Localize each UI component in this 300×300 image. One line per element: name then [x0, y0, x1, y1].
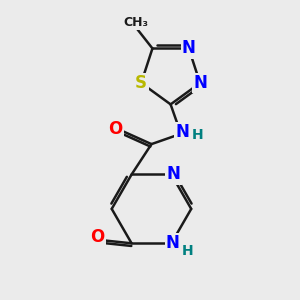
Text: N: N — [166, 234, 180, 252]
Text: H: H — [191, 128, 203, 142]
Text: N: N — [182, 39, 196, 57]
Text: N: N — [193, 74, 207, 92]
Text: S: S — [135, 74, 147, 92]
Text: CH₃: CH₃ — [124, 16, 149, 29]
Text: N: N — [167, 166, 181, 184]
Text: N: N — [176, 123, 189, 141]
Text: O: O — [108, 119, 123, 137]
Text: O: O — [90, 228, 104, 246]
Text: H: H — [182, 244, 194, 258]
